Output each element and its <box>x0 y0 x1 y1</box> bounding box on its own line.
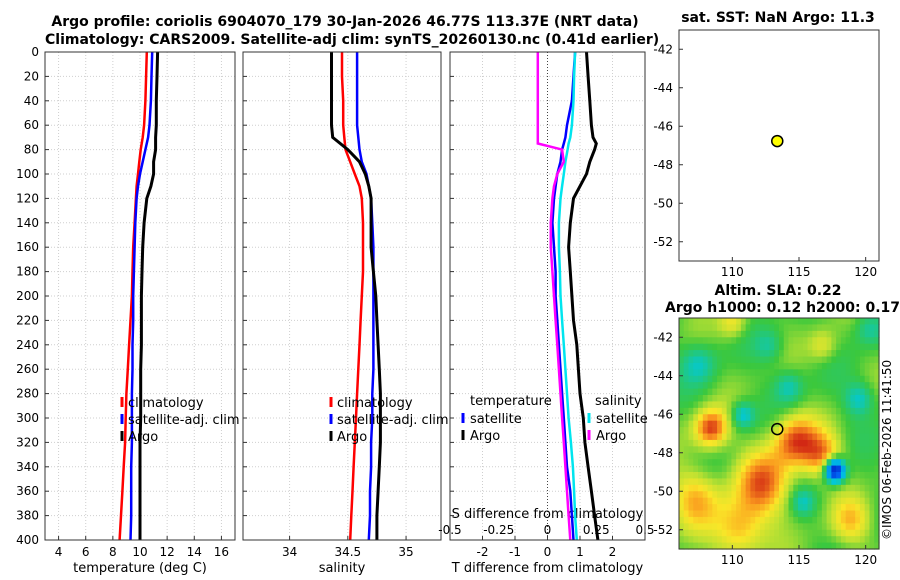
y-tick-label: 400 <box>16 533 39 547</box>
sst_map-y-tick-label: -50 <box>653 196 673 210</box>
salinity-series-climatology <box>340 52 365 541</box>
top-xlabel: S difference from climatology <box>452 507 644 522</box>
difference-x-tick-label: -2 <box>477 545 489 559</box>
salinity-xlabel: salinity <box>319 561 366 576</box>
sst_map-x-tick-label: 110 <box>721 265 744 279</box>
y-tick-label: 320 <box>16 435 39 449</box>
temperature-x-tick-label: 12 <box>160 545 175 559</box>
sla-heatmap <box>679 318 880 550</box>
sla_map-x-tick-label: 120 <box>854 553 877 567</box>
y-tick-label: 200 <box>16 289 39 303</box>
temperature-xlabel: temperature (deg C) <box>73 561 207 576</box>
sla_map-argo-marker <box>771 422 784 436</box>
y-tick-label: 20 <box>24 69 39 83</box>
sst_map-y-tick-label: -44 <box>653 81 673 95</box>
y-tick-label: 300 <box>16 411 39 425</box>
temperature-x-tick-label: 14 <box>187 545 202 559</box>
salinity-series-argo <box>330 52 382 540</box>
difference-x-tick-label: 1 <box>576 545 584 559</box>
legend-salinity-title: salinity <box>595 394 642 409</box>
temperature-legend-label: satellite-adj. clim <box>128 413 240 428</box>
legend-sal-label: satellite <box>596 412 648 427</box>
y-tick-label: 380 <box>16 509 39 523</box>
difference-x-tick-label: 2 <box>609 545 617 559</box>
sla_map-y-tick-label: -48 <box>653 446 673 460</box>
temperature-x-tick-label: 16 <box>214 545 229 559</box>
legend-temp-label: Argo <box>470 429 500 444</box>
sst-title: sat. SST: NaN Argo: 11.3 <box>681 10 875 26</box>
y-tick-label: 240 <box>16 338 39 352</box>
salinity-x-tick-label: 35 <box>398 545 413 559</box>
y-tick-label: 100 <box>16 167 39 181</box>
sla-title-line1: Altim. SLA: 0.22 <box>714 283 842 299</box>
top-x-tick-label: -0.25 <box>483 523 514 537</box>
sst_map-y-tick-label: -52 <box>653 235 673 249</box>
sst_map-argo-marker <box>771 134 784 148</box>
temperature-legend-label: climatology <box>128 396 204 411</box>
y-tick-label: 60 <box>24 118 39 132</box>
sst_map-y-tick-label: -42 <box>653 42 673 56</box>
salinity-frame <box>242 51 442 541</box>
legend-temperature-title: temperature <box>470 394 552 409</box>
y-tick-label: 140 <box>16 216 39 230</box>
sla_map-y-tick-label: -46 <box>653 407 673 421</box>
sst_map-frame <box>678 29 880 262</box>
difference-series-temperature-argo <box>567 51 600 541</box>
temperature-x-tick-label: 6 <box>82 545 90 559</box>
y-tick-label: 220 <box>16 313 39 327</box>
y-tick-label: 340 <box>16 460 39 474</box>
temperature-frame <box>44 51 236 541</box>
sst_map-y-tick-label: -46 <box>653 119 673 133</box>
difference-series-temperature-satellite <box>551 51 577 541</box>
temperature-legend-label: Argo <box>128 430 158 445</box>
y-tick-label: 360 <box>16 484 39 498</box>
y-tick-label: 80 <box>24 143 39 157</box>
temperature-series-satellite-adj-clim <box>129 51 154 541</box>
y-tick-label: 260 <box>16 362 39 376</box>
difference-x-tick-label: 0 <box>544 545 552 559</box>
temperature-series-climatology <box>118 51 149 541</box>
difference-x-tick-label: -1 <box>509 545 521 559</box>
y-tick-label: 40 <box>24 94 39 108</box>
y-tick-label: 160 <box>16 240 39 254</box>
sla-title-line2: Argo h1000: 0.12 h2000: 0.17 <box>665 300 900 316</box>
y-tick-label: 120 <box>16 191 39 205</box>
y-tick-label: 180 <box>16 265 39 279</box>
salinity-legend-label: Argo <box>337 430 367 445</box>
temperature-x-tick-label: 10 <box>132 545 147 559</box>
main-title-line2: Climatology: CARS2009. Satellite-adj cli… <box>45 32 660 48</box>
temperature-x-tick-label: 8 <box>109 545 117 559</box>
salinity-legend-label: satellite-adj. clim <box>337 413 449 428</box>
sla_map-y-tick-label: -52 <box>653 523 673 537</box>
legend-temp-label: satellite <box>470 412 522 427</box>
difference-series-salinity-argo <box>536 52 572 541</box>
salinity-legend-label: climatology <box>337 396 413 411</box>
main-title-line1: Argo profile: coriolis 6904070_179 30-Ja… <box>51 14 639 30</box>
y-tick-label: 280 <box>16 387 39 401</box>
sla_map-x-tick-label: 110 <box>721 553 744 567</box>
sla_map-y-tick-label: -44 <box>653 369 673 383</box>
sla_map-y-tick-label: -42 <box>653 330 673 344</box>
difference-series-salinity-satellite <box>557 51 579 541</box>
sla_map-y-tick-label: -50 <box>653 484 673 498</box>
sla_map-x-tick-label: 115 <box>788 553 811 567</box>
legend-sal-label: Argo <box>596 429 626 444</box>
temperature-x-tick-label: 4 <box>55 545 63 559</box>
difference-frame <box>449 51 646 541</box>
sst_map-x-tick-label: 120 <box>854 265 877 279</box>
salinity-x-tick-label: 34 <box>282 545 297 559</box>
y-tick-label: 0 <box>31 45 39 59</box>
salinity-x-tick-label: 34.5 <box>334 545 361 559</box>
top-x-tick-label: 0 <box>544 523 552 537</box>
sst_map-y-tick-label: -48 <box>653 158 673 172</box>
difference-xlabel: T difference from climatology <box>451 561 644 576</box>
sst_map-x-tick-label: 115 <box>788 265 811 279</box>
sla_map-frame <box>678 317 880 550</box>
temperature-series-argo <box>138 51 160 540</box>
